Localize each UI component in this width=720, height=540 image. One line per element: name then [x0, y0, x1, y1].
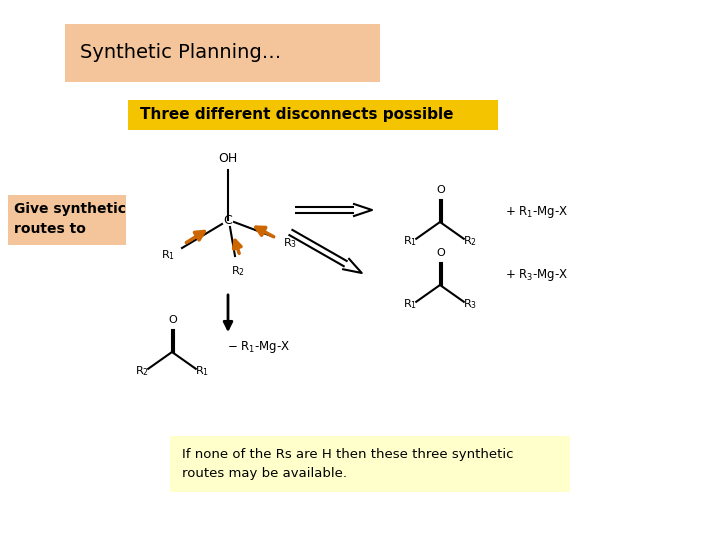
Text: R$_1$: R$_1$ [403, 297, 417, 311]
Text: C: C [224, 213, 233, 226]
FancyBboxPatch shape [128, 100, 498, 130]
Text: R$_2$: R$_2$ [463, 234, 477, 248]
Text: R$_2$: R$_2$ [231, 264, 245, 278]
Text: − R$_1$-Mg-X: − R$_1$-Mg-X [227, 339, 290, 355]
Text: Give synthetic
routes to: Give synthetic routes to [14, 202, 126, 236]
Text: R$_1$: R$_1$ [161, 248, 175, 262]
Text: Synthetic Planning…: Synthetic Planning… [80, 44, 282, 63]
FancyBboxPatch shape [65, 24, 380, 82]
FancyBboxPatch shape [170, 436, 570, 492]
Text: R$_2$: R$_2$ [135, 364, 149, 378]
Text: R$_1$: R$_1$ [403, 234, 417, 248]
Text: O: O [168, 315, 177, 325]
Text: + R$_3$-Mg-X: + R$_3$-Mg-X [505, 267, 568, 283]
Text: O: O [436, 185, 446, 194]
Text: R$_1$: R$_1$ [195, 364, 209, 378]
FancyBboxPatch shape [8, 195, 126, 245]
Text: OH: OH [218, 152, 238, 165]
Text: R$_3$: R$_3$ [463, 297, 477, 311]
Text: R$_3$: R$_3$ [283, 236, 297, 250]
Text: + R$_1$-Mg-X: + R$_1$-Mg-X [505, 204, 568, 220]
Text: O: O [436, 248, 446, 258]
Text: Three different disconnects possible: Three different disconnects possible [140, 107, 454, 123]
Text: If none of the Rs are H then these three synthetic
routes may be available.: If none of the Rs are H then these three… [182, 448, 513, 480]
